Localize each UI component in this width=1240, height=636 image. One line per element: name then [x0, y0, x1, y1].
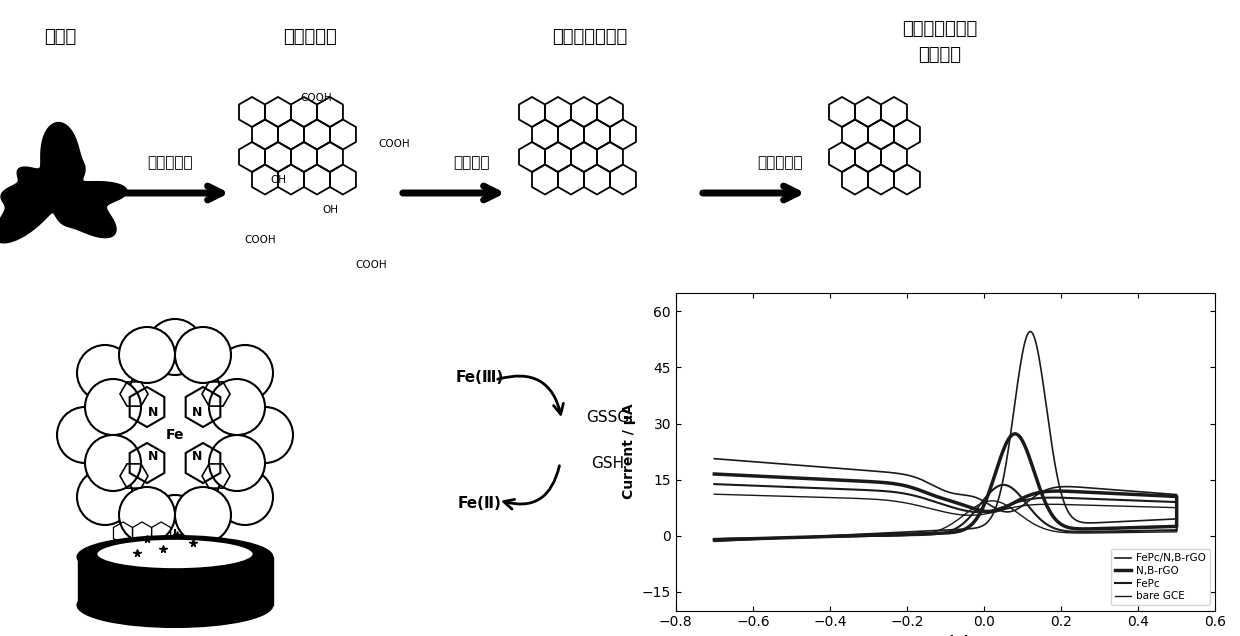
Line: bare GCE: bare GCE	[714, 494, 1177, 539]
Text: N: N	[148, 406, 159, 420]
Circle shape	[119, 487, 175, 543]
FePc/N,B-rGO	[1094, 485, 1109, 492]
Text: Fe(Ⅱ): Fe(Ⅱ)	[458, 495, 502, 511]
N,B-rGO	[1070, 488, 1085, 495]
Circle shape	[237, 407, 293, 463]
Line: N,B-rGO: N,B-rGO	[714, 434, 1177, 540]
bare GCE	[707, 490, 722, 498]
Text: Fe(Ⅲ): Fe(Ⅲ)	[456, 370, 505, 385]
N,B-rGO	[764, 534, 779, 542]
FePc/N,B-rGO	[1042, 485, 1056, 493]
bare GCE	[707, 535, 722, 543]
Circle shape	[217, 469, 273, 525]
Circle shape	[167, 550, 182, 564]
N,B-rGO	[929, 493, 944, 501]
Text: GSH: GSH	[591, 455, 625, 471]
Polygon shape	[0, 123, 128, 243]
Circle shape	[119, 327, 175, 383]
bare GCE	[1070, 501, 1085, 509]
bare GCE	[764, 534, 779, 541]
FePc	[1043, 494, 1058, 501]
FePc	[836, 485, 851, 493]
Circle shape	[77, 345, 133, 401]
FePc/N,B-rGO	[707, 537, 722, 545]
Text: 氧化石墨烯: 氧化石墨烯	[283, 28, 337, 46]
Text: N: N	[192, 406, 202, 420]
Circle shape	[86, 435, 141, 491]
FePc/N,B-rGO	[929, 483, 944, 491]
Text: 化学还原: 化学还原	[454, 155, 490, 170]
Ellipse shape	[77, 583, 273, 627]
Text: 化石墨烯: 化石墨烯	[919, 46, 961, 64]
Circle shape	[148, 319, 203, 375]
Text: GSSG: GSSG	[587, 410, 630, 424]
bare GCE	[930, 507, 945, 515]
Circle shape	[210, 435, 265, 491]
FePc	[1095, 495, 1110, 503]
FePc	[764, 534, 779, 542]
N,B-rGO	[1094, 489, 1109, 497]
N,B-rGO	[707, 470, 722, 478]
FePc/N,B-rGO	[1070, 483, 1085, 491]
Circle shape	[217, 345, 273, 401]
Ellipse shape	[77, 536, 273, 578]
Text: COOH: COOH	[378, 139, 409, 149]
Text: 赫默斯方法: 赫默斯方法	[148, 155, 192, 170]
FePc/N,B-rGO	[835, 465, 849, 473]
Circle shape	[57, 407, 113, 463]
FePc	[707, 536, 722, 543]
Text: COOH: COOH	[355, 260, 387, 270]
N,B-rGO	[1042, 487, 1056, 495]
FePc/N,B-rGO	[764, 535, 779, 543]
N,B-rGO	[835, 476, 849, 484]
Circle shape	[77, 469, 133, 525]
Text: N: N	[148, 450, 159, 464]
FancyBboxPatch shape	[78, 557, 273, 605]
FePc	[707, 480, 722, 488]
FePc/N,B-rGO	[707, 455, 722, 462]
bare GCE	[1043, 501, 1058, 508]
FePc	[1070, 494, 1085, 502]
Text: N: N	[192, 450, 202, 464]
FePc/N,B-rGO	[1023, 328, 1038, 335]
Text: 氮，照掺杂: 氮，照掺杂	[758, 155, 802, 170]
N,B-rGO	[1007, 430, 1022, 438]
Y-axis label: Current / μA: Current / μA	[622, 404, 636, 499]
N,B-rGO	[707, 536, 722, 544]
Text: OH: OH	[322, 205, 339, 215]
bare GCE	[836, 494, 851, 502]
bare GCE	[1095, 502, 1110, 509]
Text: OH: OH	[270, 175, 286, 185]
Circle shape	[175, 327, 231, 383]
Line: FePc: FePc	[714, 484, 1177, 539]
Text: 还原氧化石墨烯: 还原氧化石墨烯	[552, 28, 627, 46]
Text: COOH: COOH	[244, 235, 275, 245]
Line: FePc/N,B-rGO: FePc/N,B-rGO	[714, 331, 1177, 541]
Circle shape	[148, 495, 203, 551]
Text: 石墨粉: 石墨粉	[43, 28, 76, 46]
Text: Fe: Fe	[166, 428, 185, 442]
Text: 氮、照掺杂还原: 氮、照掺杂还原	[903, 20, 977, 38]
Circle shape	[175, 487, 231, 543]
FePc	[930, 499, 945, 506]
Legend: FePc/N,B-rGO, N,B-rGO, FePc, bare GCE: FePc/N,B-rGO, N,B-rGO, FePc, bare GCE	[1111, 550, 1210, 605]
Text: COOH: COOH	[300, 93, 331, 103]
X-axis label: Potential / V: Potential / V	[897, 635, 994, 636]
Circle shape	[86, 379, 141, 435]
Ellipse shape	[97, 539, 253, 569]
Circle shape	[210, 379, 265, 435]
